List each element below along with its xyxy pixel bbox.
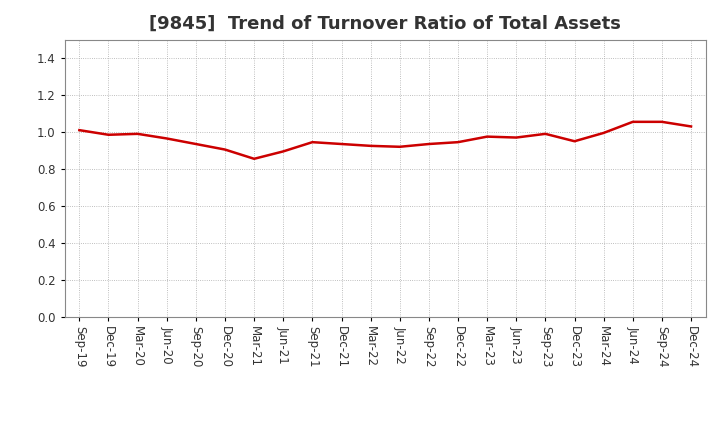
Title: [9845]  Trend of Turnover Ratio of Total Assets: [9845] Trend of Turnover Ratio of Total …: [149, 15, 621, 33]
